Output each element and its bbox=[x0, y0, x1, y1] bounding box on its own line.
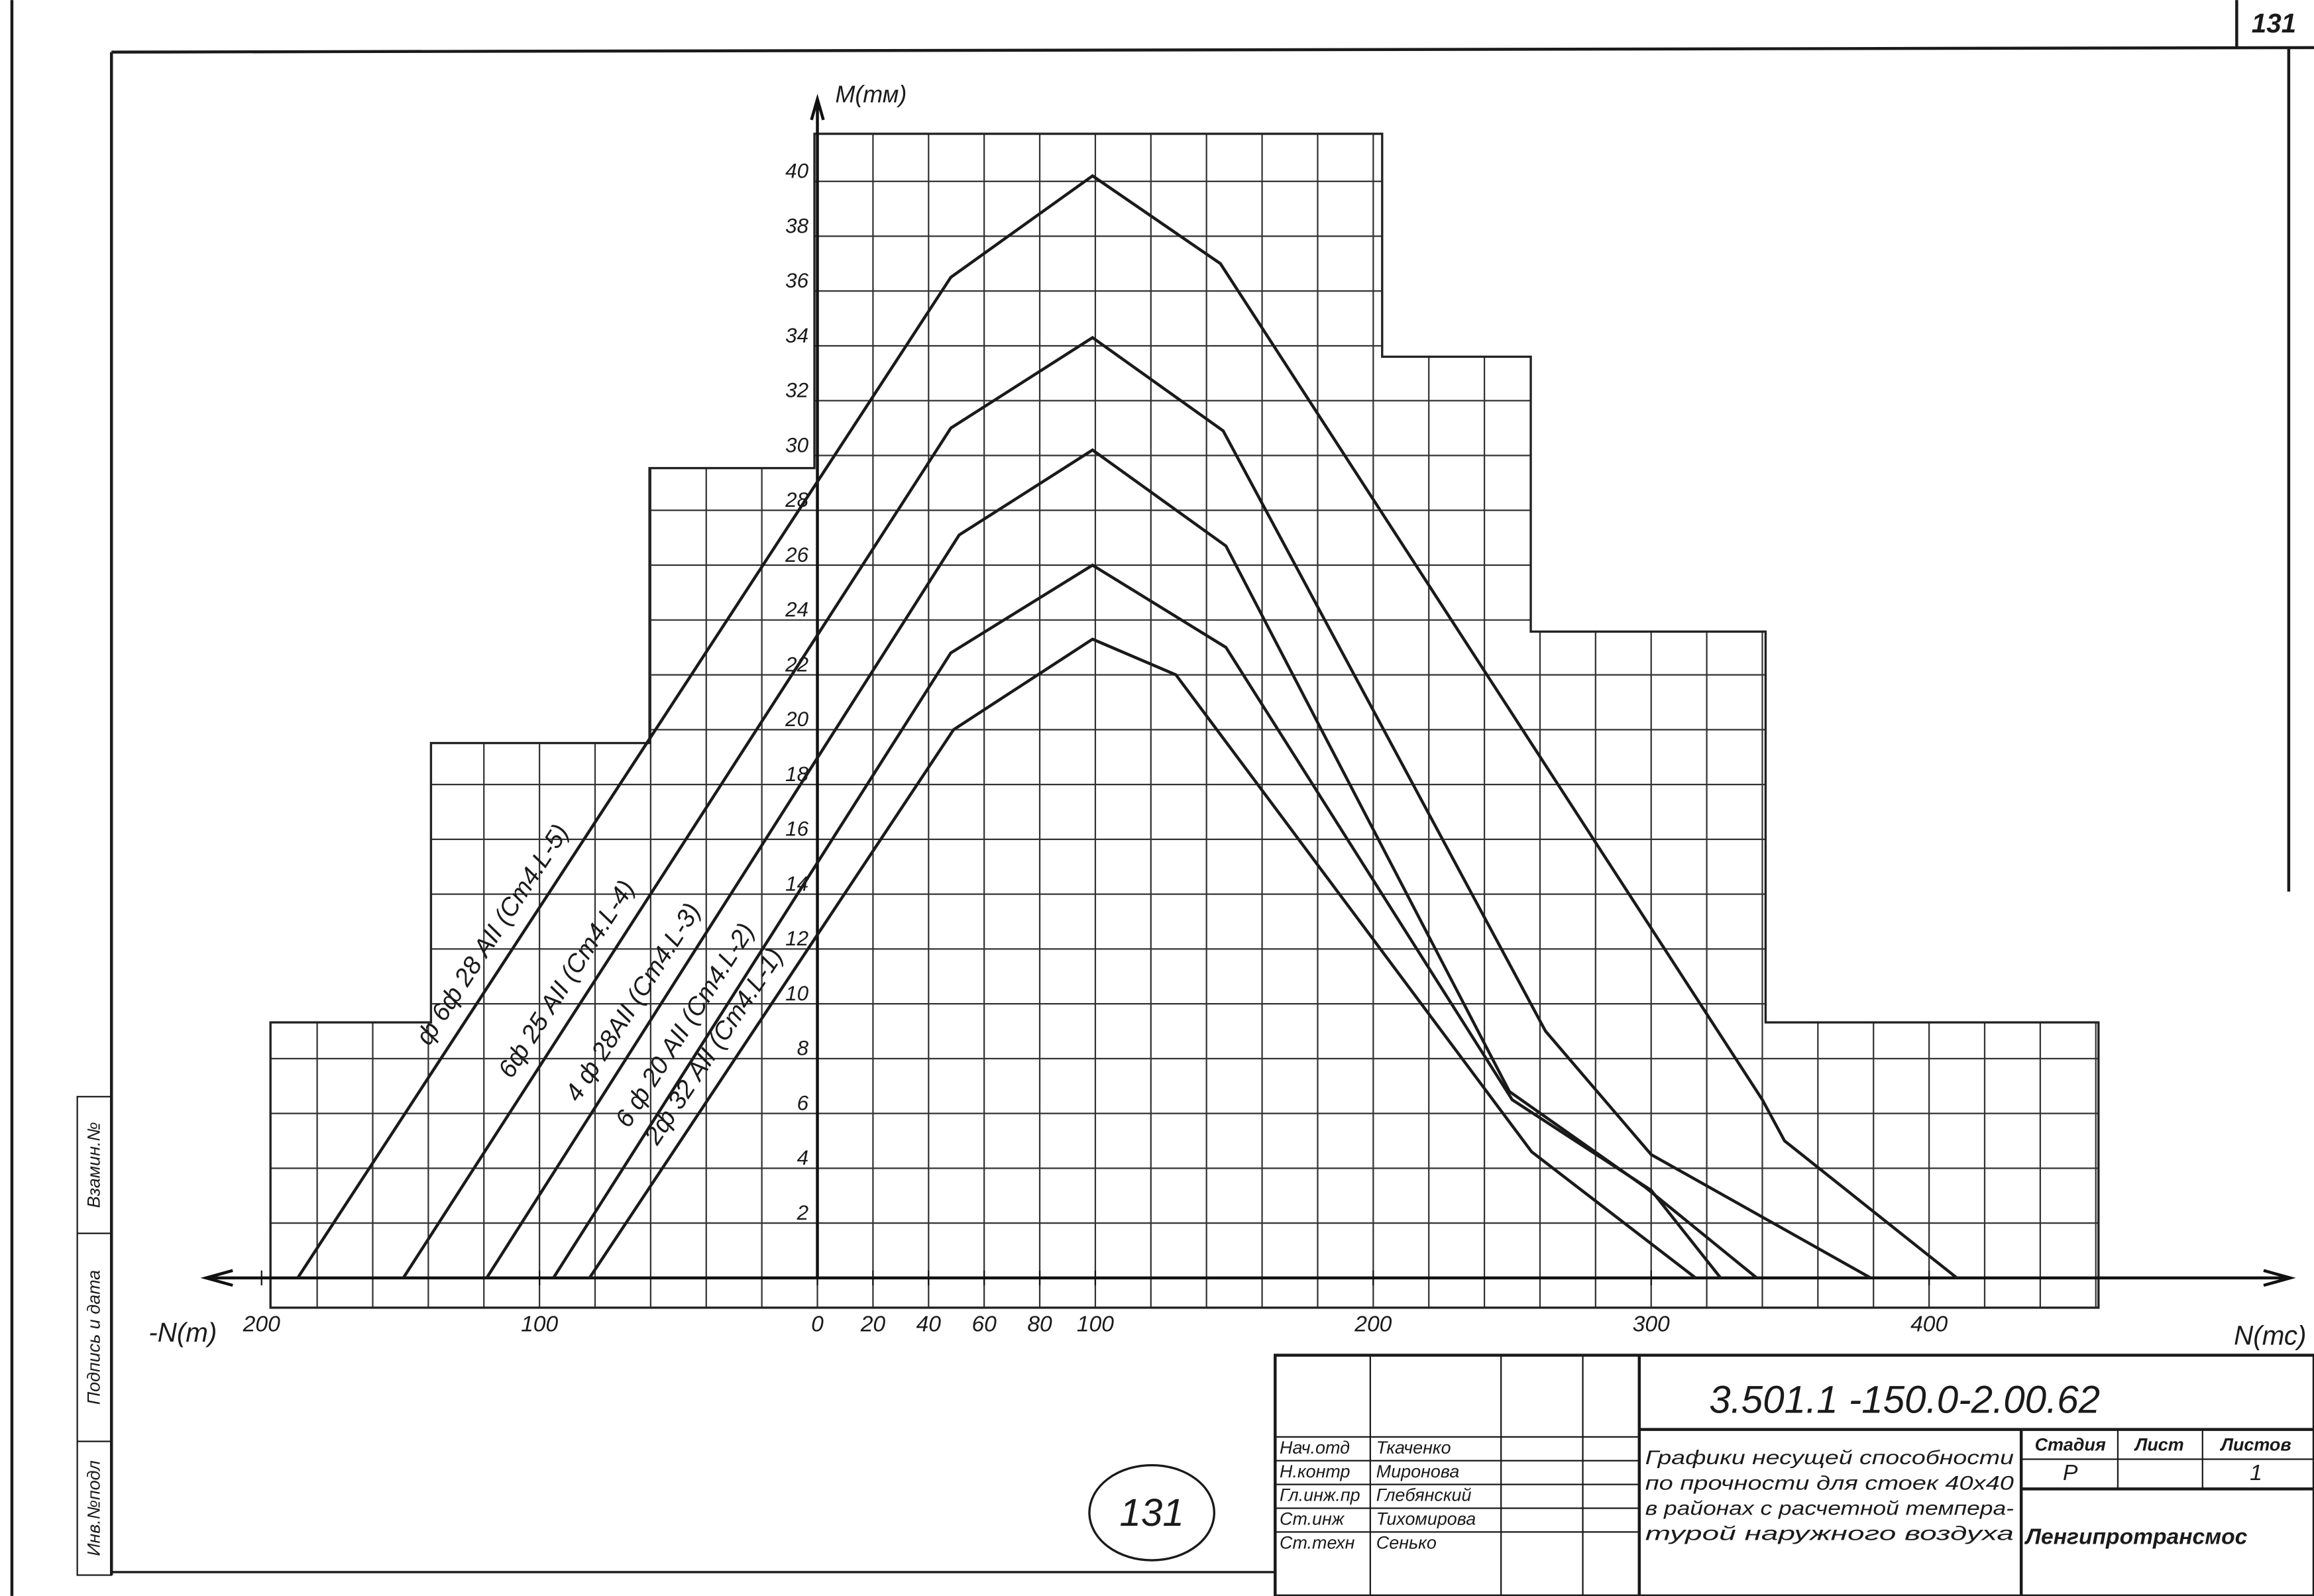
signatory: Ст.инж bbox=[1280, 1509, 1345, 1529]
signatory: Гл.инж.пр bbox=[1280, 1485, 1360, 1505]
y-tick-label: 6 bbox=[797, 1091, 809, 1114]
signatory: Миронова bbox=[1376, 1462, 1460, 1481]
curve bbox=[588, 637, 1697, 1279]
signatory: Нач.отд bbox=[1280, 1438, 1350, 1458]
x-tick-label: 200 bbox=[243, 1312, 280, 1337]
title-block: 3.501.1 -150.0-2.00.62 Стадия Лист Листо… bbox=[1274, 1354, 2314, 1596]
stamp-text: Подпись и дата bbox=[84, 1270, 104, 1405]
y-tick-label: 2 bbox=[797, 1201, 808, 1224]
sheet: 1 bbox=[2250, 1461, 2262, 1485]
stamp-circle: 131 bbox=[1088, 1463, 1216, 1562]
y-tick-label: 34 bbox=[785, 324, 808, 347]
description: турой наружного воздуха bbox=[1645, 1524, 2014, 1545]
y-tick-label: 40 bbox=[785, 160, 808, 183]
curve bbox=[402, 335, 1872, 1279]
x-tick-label: 60 bbox=[971, 1312, 997, 1337]
y-tick-label: 10 bbox=[785, 982, 808, 1005]
signatory: Ткаченко bbox=[1376, 1438, 1451, 1458]
description: по прочности для стоек 40х40 bbox=[1645, 1473, 2014, 1494]
y-tick-label: 18 bbox=[785, 763, 808, 786]
y-tick-label: 4 bbox=[797, 1146, 808, 1169]
y-tick-label: 38 bbox=[785, 214, 808, 237]
y-tick-label: 24 bbox=[785, 598, 808, 621]
signatory: Глебянский bbox=[1376, 1485, 1472, 1505]
sheet-number: 131 bbox=[2252, 8, 2296, 38]
stamp-text: Взамин.№ bbox=[84, 1122, 104, 1208]
signatory: Ст.техн bbox=[1280, 1532, 1355, 1552]
signatory: Н.контр bbox=[1280, 1462, 1350, 1481]
y-tick-label: 36 bbox=[785, 269, 808, 292]
stamp-frame bbox=[76, 1096, 113, 1576]
y-tick-label: 20 bbox=[785, 708, 808, 731]
y-axis-arrow bbox=[810, 93, 825, 121]
stamp-number: 131 bbox=[1120, 1491, 1184, 1534]
x-tick-label: 0 bbox=[811, 1312, 824, 1337]
x-tick-label: 100 bbox=[521, 1312, 558, 1337]
stamp-text: Инв.№подл bbox=[84, 1460, 104, 1556]
y-tick-label: 30 bbox=[785, 433, 808, 456]
border-line bbox=[111, 46, 2314, 54]
x-axis-arrow bbox=[200, 1269, 233, 1287]
description: Графики несущей способности bbox=[1645, 1448, 2014, 1469]
x-axis-arrow bbox=[2263, 1269, 2296, 1287]
x-tick-label: 40 bbox=[916, 1312, 942, 1337]
x-axis-label: N(тс) bbox=[2234, 1320, 2306, 1350]
stage-header: Лист bbox=[2134, 1434, 2184, 1454]
grid-outline bbox=[269, 133, 2100, 1309]
curve bbox=[485, 448, 1758, 1279]
signatory: Сенько bbox=[1376, 1532, 1437, 1552]
document-code: 3.501.1 -150.0-2.00.62 bbox=[1709, 1379, 2100, 1422]
y-tick-label: 8 bbox=[797, 1037, 809, 1060]
y-tick-label: 32 bbox=[785, 379, 808, 402]
y-tick-label: 16 bbox=[785, 818, 808, 841]
x-tick-label: 80 bbox=[1027, 1312, 1052, 1337]
x-tick-label: 300 bbox=[1633, 1312, 1670, 1337]
grid bbox=[270, 133, 2099, 1308]
stamp-ring bbox=[1088, 1463, 1216, 1562]
x-tick-label: 100 bbox=[1077, 1312, 1114, 1337]
stage-header: Листов bbox=[2219, 1434, 2291, 1454]
y-axis-label: M(тм) bbox=[835, 81, 907, 108]
stage-header: Стадия bbox=[2035, 1434, 2106, 1454]
y-tick-label: 26 bbox=[785, 543, 808, 566]
signatory: Тихомирова bbox=[1376, 1509, 1476, 1529]
organization: Ленгипротрансмос bbox=[2024, 1524, 2248, 1549]
stage: Р bbox=[2063, 1461, 2078, 1485]
x-axis-label-negative: -N(т) bbox=[148, 1317, 217, 1348]
chart: M(тм)N(тс)-N(т)2468101214161820222426283… bbox=[148, 81, 2306, 1351]
description: в районах с расчетной темпера- bbox=[1645, 1498, 2014, 1519]
x-tick-label: 20 bbox=[860, 1312, 886, 1337]
curve bbox=[296, 174, 1958, 1279]
curve bbox=[552, 563, 1722, 1279]
side-stamp: Инв.№подл Подпись и дата Взамин.№ bbox=[76, 1096, 113, 1576]
y-tick-label: 12 bbox=[785, 927, 808, 950]
x-tick-label: 200 bbox=[1354, 1312, 1392, 1337]
x-tick-label: 400 bbox=[1910, 1312, 1948, 1337]
